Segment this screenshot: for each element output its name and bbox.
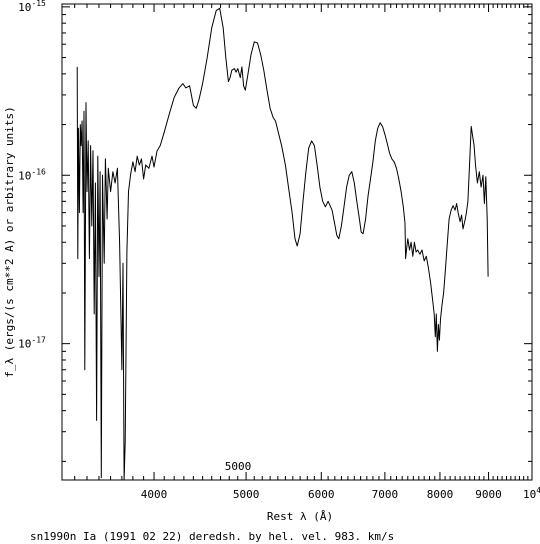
figure-caption: sn1990n Ia (1991 02 22) deredsh. by hel.… bbox=[30, 530, 394, 543]
plot-frame bbox=[61, 3, 533, 481]
plot-annotation: 5000 bbox=[225, 460, 252, 473]
y-tick-label: 10-16 bbox=[18, 167, 46, 182]
x-axis-label: Rest λ (Å) bbox=[267, 510, 333, 523]
x-tick-label: 4000 bbox=[141, 488, 168, 501]
x-tick-label: 104 bbox=[523, 486, 540, 501]
x-tick-label: 5000 bbox=[233, 488, 260, 501]
x-tick-label: 8000 bbox=[427, 488, 454, 501]
y-axis-label: f_λ (ergs/(s cm**2 A) or arbitrary units… bbox=[3, 106, 16, 378]
x-tick-label: 6000 bbox=[308, 488, 335, 501]
y-tick-label: 10-17 bbox=[18, 336, 46, 351]
y-axis-ticks: 10-15 10-16 10-17 bbox=[18, 0, 532, 462]
y-tick-label: 10-15 bbox=[18, 0, 46, 14]
x-tick-label: 7000 bbox=[372, 488, 399, 501]
x-axis-ticks: 4000 5000 6000 7000 8000 9000 104 bbox=[74, 4, 540, 501]
spectrum-series-line bbox=[76, 7, 489, 481]
x-tick-label: 9000 bbox=[475, 488, 502, 501]
